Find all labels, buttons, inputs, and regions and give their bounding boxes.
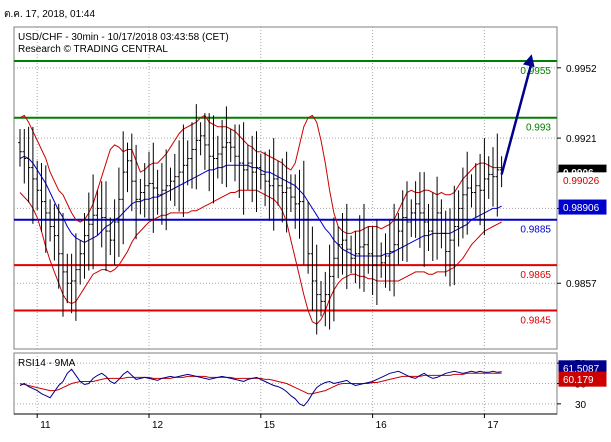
rsi-grid	[14, 353, 557, 414]
x-tick-label: 15	[264, 420, 276, 431]
x-tick-label: 12	[152, 420, 164, 431]
level-label: 0.9955	[520, 66, 551, 77]
level-label: 0.993	[526, 123, 551, 134]
chart-subtitle: Research © TRADING CENTRAL	[18, 44, 168, 55]
price-badge-bollinger	[558, 172, 607, 188]
rsi-badge-ma	[558, 371, 607, 387]
x-tick-label: 11	[40, 420, 51, 431]
y-tick-label: 0.9857	[566, 279, 597, 290]
main-panel	[13, 26, 558, 350]
time-axis: 11 12 15 16 17	[14, 413, 557, 431]
rsi-title: RSI14 - 9MA	[18, 358, 76, 369]
rsi-line	[19, 368, 502, 407]
level-lines: 0.9955 0.993 0.9885 0.9865 0.9845	[14, 60, 557, 326]
timestamp: ต.ค. 17, 2018, 01:44	[4, 9, 96, 20]
chart-title: USD/CHF - 30min - 10/17/2018 03:43:58 (C…	[18, 32, 229, 43]
x-tick-label: 17	[487, 420, 499, 431]
rsi-ma-line	[19, 372, 502, 395]
rsi-lines	[19, 368, 502, 407]
lower-band-line	[19, 189, 502, 325]
level-label: 0.9865	[520, 270, 551, 281]
level-label: 0.9845	[520, 315, 551, 326]
rsi-badge-label: 60.179	[563, 375, 594, 386]
rsi-tick-label: 30	[575, 400, 587, 411]
x-tick-label: 16	[376, 420, 388, 431]
y-tick-label: 0.9952	[566, 64, 597, 75]
main-grid	[14, 27, 557, 349]
forecast-arrow-shaft	[500, 61, 533, 175]
price-axis: 0.99520.99210.98900.98570.99060.990260.9…	[557, 64, 607, 290]
forecast-arrow	[500, 54, 535, 175]
price-badge-label: 0.99026	[563, 176, 600, 187]
y-tick-label: 0.9921	[566, 134, 597, 145]
level-label: 0.9885	[520, 225, 551, 236]
price-badge-label: 0.98906	[563, 203, 600, 214]
price-badge-ma	[558, 199, 607, 215]
forecast-arrow-head	[522, 54, 535, 68]
rsi-badge-label: 61.5087	[563, 364, 600, 375]
price-bars	[18, 104, 504, 335]
upper-band-line	[19, 114, 502, 234]
